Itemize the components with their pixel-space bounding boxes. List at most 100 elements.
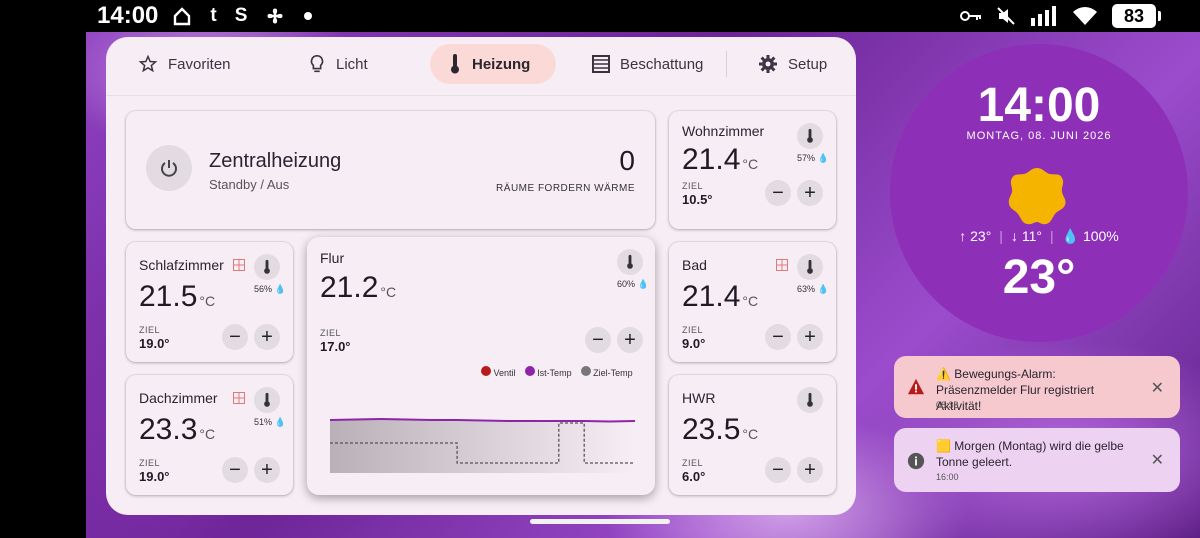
target-label: ZIEL xyxy=(682,458,704,468)
notification-waste-bin[interactable]: 🟨 Morgen (Montag) wird die gelbe Tonne g… xyxy=(894,428,1180,492)
left-black-bar xyxy=(0,32,86,538)
target-temp: 19.0° xyxy=(139,469,170,484)
tab-label: Heizung xyxy=(472,55,531,73)
thermostat-button[interactable] xyxy=(797,254,823,280)
pinwheel-icon xyxy=(267,8,283,24)
current-temp: 23.3 °C xyxy=(139,413,216,446)
room-name: Wohnzimmer xyxy=(682,123,765,139)
bulb-icon xyxy=(310,54,324,73)
room-name: Schlafzimmer xyxy=(139,257,224,273)
humidity: 60% 💧 xyxy=(617,279,649,289)
decrease-button[interactable]: − xyxy=(222,324,248,350)
room-card-wohnzimmer[interactable]: Wohnzimmer 57% 💧 21.4 °C ZIEL 10.5° − + xyxy=(669,111,836,229)
decrease-button[interactable]: − xyxy=(765,457,791,483)
gear-icon xyxy=(759,55,777,73)
sun-icon xyxy=(1008,168,1066,225)
tab-licht[interactable]: Licht xyxy=(290,44,386,84)
tab-beschattung[interactable]: Beschattung xyxy=(574,44,721,84)
tab-heizung[interactable]: Heizung xyxy=(430,44,556,84)
battery-indicator: 83 xyxy=(1112,4,1161,28)
info-icon xyxy=(907,452,925,470)
decrease-button[interactable]: − xyxy=(765,180,791,206)
thermometer-icon xyxy=(807,128,813,143)
room-card-schlafzimmer[interactable]: Schlafzimmer 56% 💧 21.5 °C ZIEL 19.0° − + xyxy=(126,242,293,362)
tab-divider xyxy=(726,51,727,77)
dot-icon xyxy=(304,12,313,20)
central-status: Standby / Aus xyxy=(209,177,290,192)
rain-chance: 💧 100% xyxy=(1061,228,1119,244)
thermostat-button[interactable] xyxy=(254,254,280,280)
window-icon xyxy=(233,259,245,271)
room-name: Bad xyxy=(682,257,707,273)
current-temp: 21.4 °C xyxy=(682,143,759,176)
thermometer-icon xyxy=(627,254,633,269)
thermostat-button[interactable] xyxy=(797,387,823,413)
room-card-flur[interactable]: Flur 60% 💧 21.2 °C ZIEL 17.0° − + Ventil … xyxy=(307,237,655,495)
blinds-icon xyxy=(592,55,610,73)
star-icon xyxy=(138,54,158,73)
target-temp: 17.0° xyxy=(320,339,351,354)
tab-favoriten[interactable]: Favoriten xyxy=(120,44,249,84)
clock-date: MONTAG, 08. JUNI 2026 xyxy=(966,130,1112,142)
target-label: ZIEL xyxy=(139,325,161,335)
home-indicator[interactable] xyxy=(530,519,670,524)
thermostat-button[interactable] xyxy=(797,123,823,149)
notification-motion-alarm[interactable]: ⚠️ Bewegungs-Alarm: Präsenzmelder Flur r… xyxy=(894,356,1180,418)
notification-text: 🟨 Morgen (Montag) wird die gelbe Tonne g… xyxy=(936,439,1124,469)
heat-demand-label: RÄUME FORDERN WÄRME xyxy=(496,183,635,194)
notification-time: 08:38 xyxy=(936,400,959,410)
humidity: 51% 💧 xyxy=(254,417,286,427)
thermostat-button[interactable] xyxy=(617,249,643,275)
increase-button[interactable]: + xyxy=(254,457,280,483)
s-icon: S xyxy=(234,5,248,26)
thermometer-icon xyxy=(264,259,270,274)
legend-item-ist-temp: Ist-Temp xyxy=(524,366,572,378)
target-temp: 10.5° xyxy=(682,192,713,207)
room-card-bad[interactable]: Bad 63% 💧 21.4 °C ZIEL 9.0° − + xyxy=(669,242,836,362)
room-name: HWR xyxy=(682,390,716,406)
home-icon xyxy=(174,7,191,26)
increase-button[interactable]: + xyxy=(797,324,823,350)
tab-bar: Favoriten Licht Heizung Beschattung Setu… xyxy=(106,37,856,93)
weather-details: ↑ 23° | ↓ 11° | 💧 100% xyxy=(959,228,1119,244)
thermometer-icon xyxy=(451,54,459,74)
current-outdoor-temp: 23° xyxy=(1002,251,1076,304)
temp-low: ↓ 11° xyxy=(1010,228,1042,244)
power-button[interactable] xyxy=(146,145,192,191)
notification-text: ⚠️ Bewegungs-Alarm: Präsenzmelder Flur r… xyxy=(936,367,1095,413)
close-icon[interactable]: ✕ xyxy=(1150,380,1164,397)
decrease-button[interactable]: − xyxy=(585,327,611,353)
increase-button[interactable]: + xyxy=(254,324,280,350)
humidity: 63% 💧 xyxy=(797,284,829,294)
tabs-separator xyxy=(106,95,856,96)
current-temp: 21.5 °C xyxy=(139,280,216,313)
decrease-button[interactable]: − xyxy=(765,324,791,350)
legend-item-ventil: Ventil xyxy=(481,366,516,378)
target-label: ZIEL xyxy=(139,458,161,468)
humidity: 56% 💧 xyxy=(254,284,286,294)
tab-setup[interactable]: Setup xyxy=(740,44,845,84)
close-icon[interactable]: ✕ xyxy=(1150,452,1164,469)
increase-button[interactable]: + xyxy=(797,457,823,483)
thermostat-button[interactable] xyxy=(254,387,280,413)
room-name: Dachzimmer xyxy=(139,390,218,406)
thermometer-icon xyxy=(264,392,270,407)
chart-legend: Ventil Ist-Temp Ziel-Temp xyxy=(481,366,633,378)
increase-button[interactable]: + xyxy=(617,327,643,353)
central-heating-card[interactable]: Zentralheizung Standby / Aus 0 RÄUME FOR… xyxy=(126,111,655,229)
tab-label: Setup xyxy=(788,55,828,73)
central-title: Zentralheizung xyxy=(209,150,342,172)
current-temp: 21.2 °C xyxy=(320,271,397,304)
tab-label: Licht xyxy=(336,55,368,73)
room-name: Flur xyxy=(320,250,345,266)
clock-weather-widget[interactable]: 14:00 MONTAG, 08. JUNI 2026 ↑ 23° | ↓ 11… xyxy=(890,44,1188,342)
room-card-hwr[interactable]: HWR 23.5 °C ZIEL 6.0° − + xyxy=(669,375,836,495)
window-icon xyxy=(233,392,245,404)
room-card-dachzimmer[interactable]: Dachzimmer 51% 💧 23.3 °C ZIEL 19.0° − + xyxy=(126,375,293,495)
increase-button[interactable]: + xyxy=(797,180,823,206)
series-line-ziel-temp xyxy=(330,422,635,464)
decrease-button[interactable]: − xyxy=(222,457,248,483)
legend-dot xyxy=(524,366,535,376)
thermometer-icon xyxy=(807,392,813,407)
signal-icon xyxy=(1031,6,1056,26)
